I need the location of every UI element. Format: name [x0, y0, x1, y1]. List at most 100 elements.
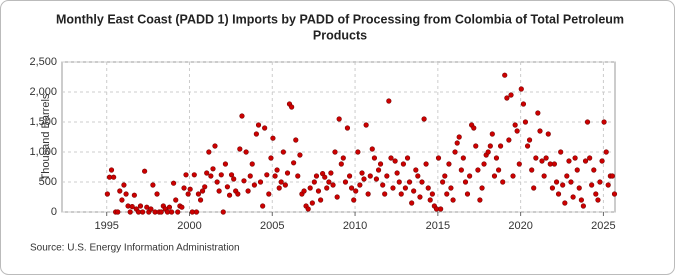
point [471, 125, 477, 131]
point [295, 173, 301, 179]
point [438, 206, 444, 212]
point [506, 137, 512, 143]
point [578, 197, 584, 203]
point [460, 155, 466, 161]
point [218, 172, 224, 178]
point [504, 95, 510, 101]
point [388, 155, 394, 161]
point [270, 135, 276, 141]
point [353, 188, 359, 194]
point [185, 191, 191, 197]
point [346, 173, 353, 179]
point [173, 197, 179, 203]
point [390, 185, 396, 191]
source: Source: U.S. Energy Information Administ… [30, 243, 240, 254]
point [297, 152, 303, 158]
point [342, 179, 349, 185]
point [334, 194, 340, 200]
point [456, 134, 462, 140]
point [375, 167, 382, 173]
point [262, 125, 268, 131]
point [274, 167, 280, 173]
point [293, 137, 299, 143]
point [539, 158, 545, 164]
point [311, 179, 317, 185]
point [247, 173, 253, 179]
point [264, 172, 270, 178]
point [452, 149, 458, 155]
point [394, 170, 400, 176]
point [260, 203, 266, 209]
point [179, 204, 185, 210]
point [489, 131, 495, 137]
x-tick-label: 2015 [426, 220, 450, 232]
x-tick-label: 2020 [508, 220, 532, 232]
point [131, 192, 137, 198]
point [224, 184, 231, 190]
point [584, 119, 591, 125]
x-tick-label: 1995 [94, 220, 118, 232]
point [384, 173, 390, 179]
point [365, 191, 371, 197]
point [524, 143, 531, 149]
point [467, 173, 473, 179]
point [127, 209, 133, 215]
point [253, 131, 259, 137]
point [154, 191, 160, 197]
point [458, 167, 464, 173]
point [231, 176, 237, 182]
point [502, 72, 508, 78]
point [137, 203, 144, 209]
point [183, 172, 189, 178]
point [398, 191, 404, 197]
point [440, 179, 446, 185]
point [603, 149, 609, 155]
point [208, 173, 214, 179]
point [142, 168, 148, 174]
point [119, 197, 125, 203]
point [351, 197, 357, 203]
point [313, 173, 320, 179]
point [284, 170, 291, 176]
point [170, 180, 177, 186]
x-tick-label: 2005 [260, 220, 284, 232]
x-tick-label: 2000 [177, 220, 201, 232]
point [473, 143, 479, 149]
point [166, 204, 173, 210]
point [535, 110, 541, 116]
point [108, 167, 115, 173]
y-tick-label: 2,000 [29, 86, 57, 98]
point [497, 143, 504, 149]
point [560, 182, 566, 188]
point [462, 179, 469, 185]
point [191, 172, 197, 178]
point [255, 122, 262, 128]
point [380, 182, 386, 188]
point [425, 185, 431, 191]
point [363, 122, 369, 128]
point [187, 186, 193, 192]
point [423, 161, 429, 167]
point [402, 185, 408, 191]
point [516, 161, 522, 167]
point [301, 188, 307, 194]
point [411, 188, 417, 194]
point [386, 98, 392, 104]
point [241, 178, 247, 184]
point [357, 182, 363, 188]
point [193, 209, 200, 215]
y-axis-label: Thousand Barrels [40, 93, 52, 180]
point [479, 185, 485, 191]
point [464, 191, 471, 197]
point [243, 149, 249, 155]
point [235, 191, 241, 197]
point [415, 173, 421, 179]
point [520, 101, 527, 107]
point [541, 173, 547, 179]
point [249, 161, 255, 167]
point [396, 179, 402, 185]
point [315, 188, 322, 194]
point [272, 173, 278, 179]
x-tick-label: 2025 [591, 220, 615, 232]
